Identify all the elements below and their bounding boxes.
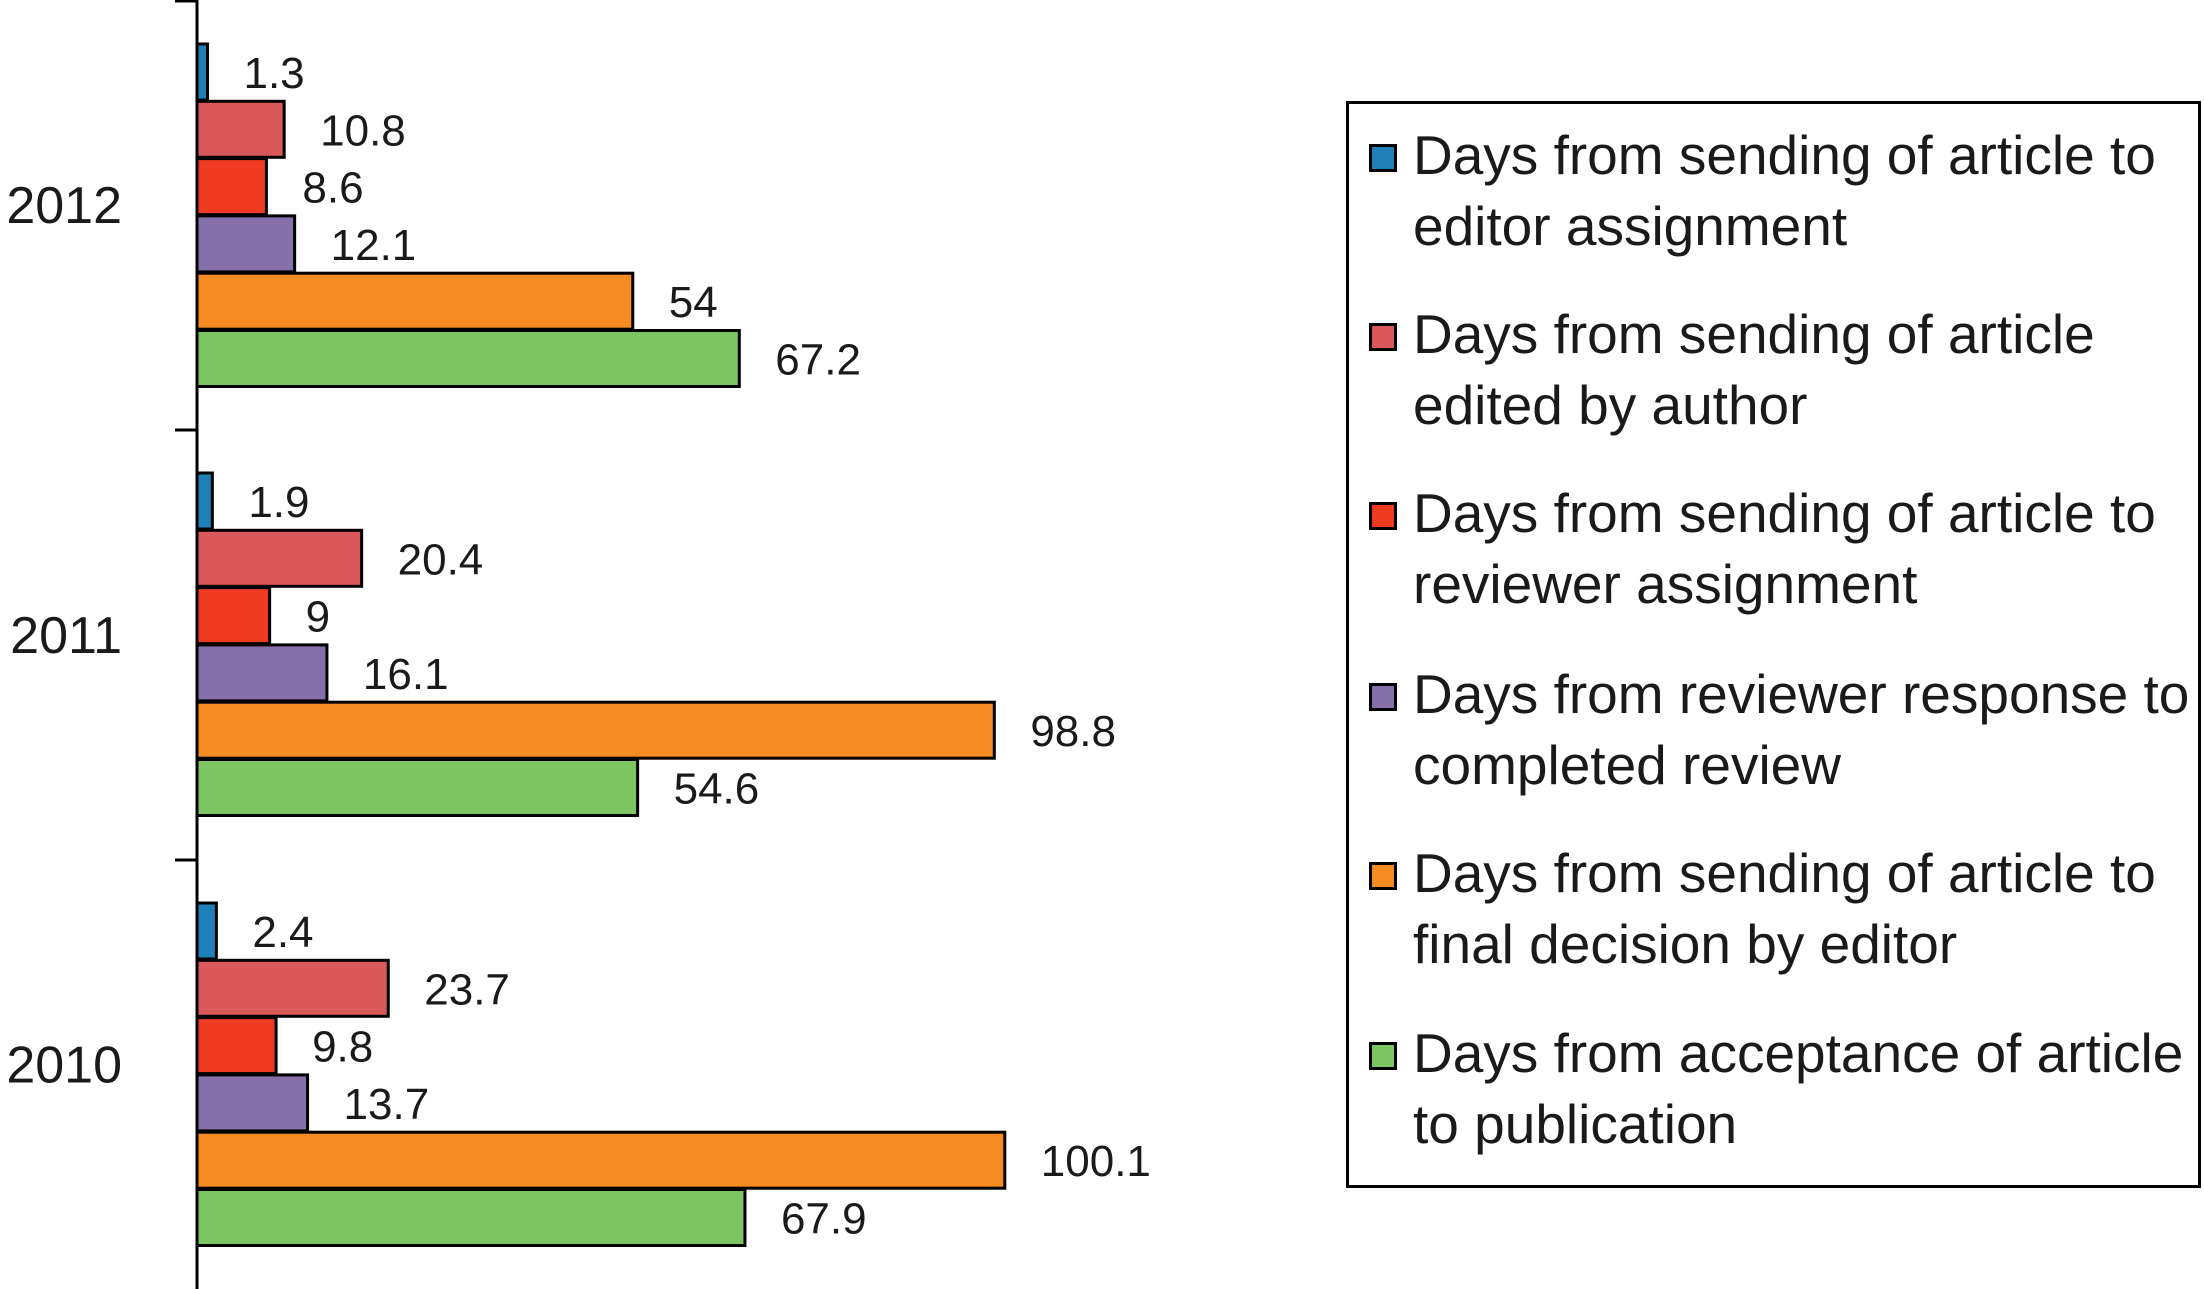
legend-item: Days from reviewer response to completed…: [1369, 659, 2190, 801]
legend-item: Days from sending of article edited by a…: [1369, 299, 2190, 441]
legend-label: Days from sending of article edited by a…: [1413, 303, 2095, 436]
data-label: 67.2: [775, 336, 861, 385]
legend-item: Days from sending of article to editor a…: [1369, 120, 2190, 262]
legend-swatch: [1369, 144, 1397, 172]
legend-label: Days from sending of article to final de…: [1413, 842, 2156, 975]
data-label: 1.3: [243, 49, 304, 98]
bar: [195, 271, 635, 331]
legend-swatch: [1369, 502, 1397, 530]
data-label: 12.1: [331, 221, 417, 270]
legend-swatch: [1369, 862, 1397, 890]
data-label: 20.4: [398, 535, 484, 584]
bar: [195, 758, 640, 817]
bar: [195, 1073, 310, 1133]
bar: [195, 1016, 278, 1076]
bar: [195, 329, 741, 388]
legend-swatch: [1369, 1042, 1397, 1070]
bar: [195, 1188, 747, 1247]
data-label: 2.4: [252, 908, 313, 957]
bar: [195, 958, 390, 1018]
y-tick-label: 2010: [6, 1037, 122, 1095]
y-tick-label: 2012: [6, 177, 122, 235]
bar: [195, 157, 268, 217]
data-label: 67.9: [781, 1195, 867, 1244]
bar: [195, 700, 996, 760]
bar: [195, 586, 272, 646]
data-label: 23.7: [424, 965, 510, 1014]
legend-label: Days from acceptance of article to publi…: [1413, 1022, 2184, 1155]
legend-item: Days from sending of article to final de…: [1369, 838, 2190, 980]
legend-item: Days from sending of article to reviewer…: [1369, 478, 2190, 620]
bar: [195, 901, 218, 961]
data-label: 1.9: [248, 478, 309, 527]
legend-item: Days from acceptance of article to publi…: [1369, 1018, 2190, 1160]
bar: [195, 99, 286, 159]
legend-label: Days from reviewer response to completed…: [1413, 663, 2190, 796]
legend: Days from sending of article to editor a…: [1346, 101, 2201, 1188]
bar: [195, 1130, 1007, 1190]
data-label: 10.8: [320, 106, 406, 155]
legend-label: Days from sending of article to editor a…: [1413, 124, 2156, 257]
legend-label: Days from sending of article to reviewer…: [1413, 482, 2156, 615]
data-label: 9: [306, 593, 330, 642]
bar: [195, 643, 329, 703]
data-label: 16.1: [363, 650, 449, 699]
data-label: 54.6: [674, 765, 760, 814]
legend-swatch: [1369, 323, 1397, 351]
data-label: 100.1: [1041, 1137, 1151, 1186]
bar: [195, 214, 297, 274]
data-label: 54: [669, 278, 718, 327]
bar: [195, 42, 209, 102]
data-label: 13.7: [344, 1080, 430, 1129]
legend-swatch: [1369, 683, 1397, 711]
data-label: 8.6: [302, 164, 363, 213]
data-label: 9.8: [312, 1023, 373, 1072]
bar: [195, 528, 364, 588]
data-label: 98.8: [1030, 707, 1116, 756]
y-tick-label: 2011: [10, 607, 122, 665]
bar: [195, 471, 214, 531]
